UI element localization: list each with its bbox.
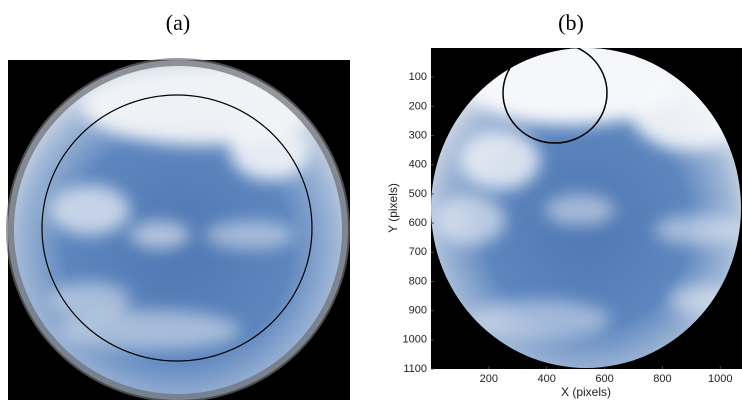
panel-label: (a) <box>166 10 190 35</box>
y-tick-label: 100 <box>409 71 427 83</box>
x-tick-label: 200 <box>480 373 498 385</box>
y-tick-label: 300 <box>409 129 427 141</box>
y-axis-label: Y (pixels) <box>386 183 400 233</box>
x-tick-label: 1000 <box>708 373 732 385</box>
y-tick-label: 600 <box>409 217 427 229</box>
figure: (a) (b) X (pixel <box>0 0 742 400</box>
y-tick-label: 1000 <box>403 334 427 346</box>
x-tick-label: 400 <box>538 373 556 385</box>
panel-label: (b) <box>558 10 584 35</box>
y-tick-label: 400 <box>409 159 427 171</box>
y-tick-label: 1100 <box>403 363 427 375</box>
y-tick-label: 200 <box>409 100 427 112</box>
y-tick-label: 700 <box>409 246 427 258</box>
x-tick-label: 800 <box>653 373 671 385</box>
x-tick-label: 600 <box>595 373 613 385</box>
y-tick-label: 800 <box>409 275 427 287</box>
y-tick-label: 900 <box>409 305 427 317</box>
photo-a <box>8 60 350 400</box>
x-axis-label: X (pixels) <box>561 385 611 399</box>
photo-b <box>431 35 742 369</box>
y-tick-label: 500 <box>409 188 427 200</box>
